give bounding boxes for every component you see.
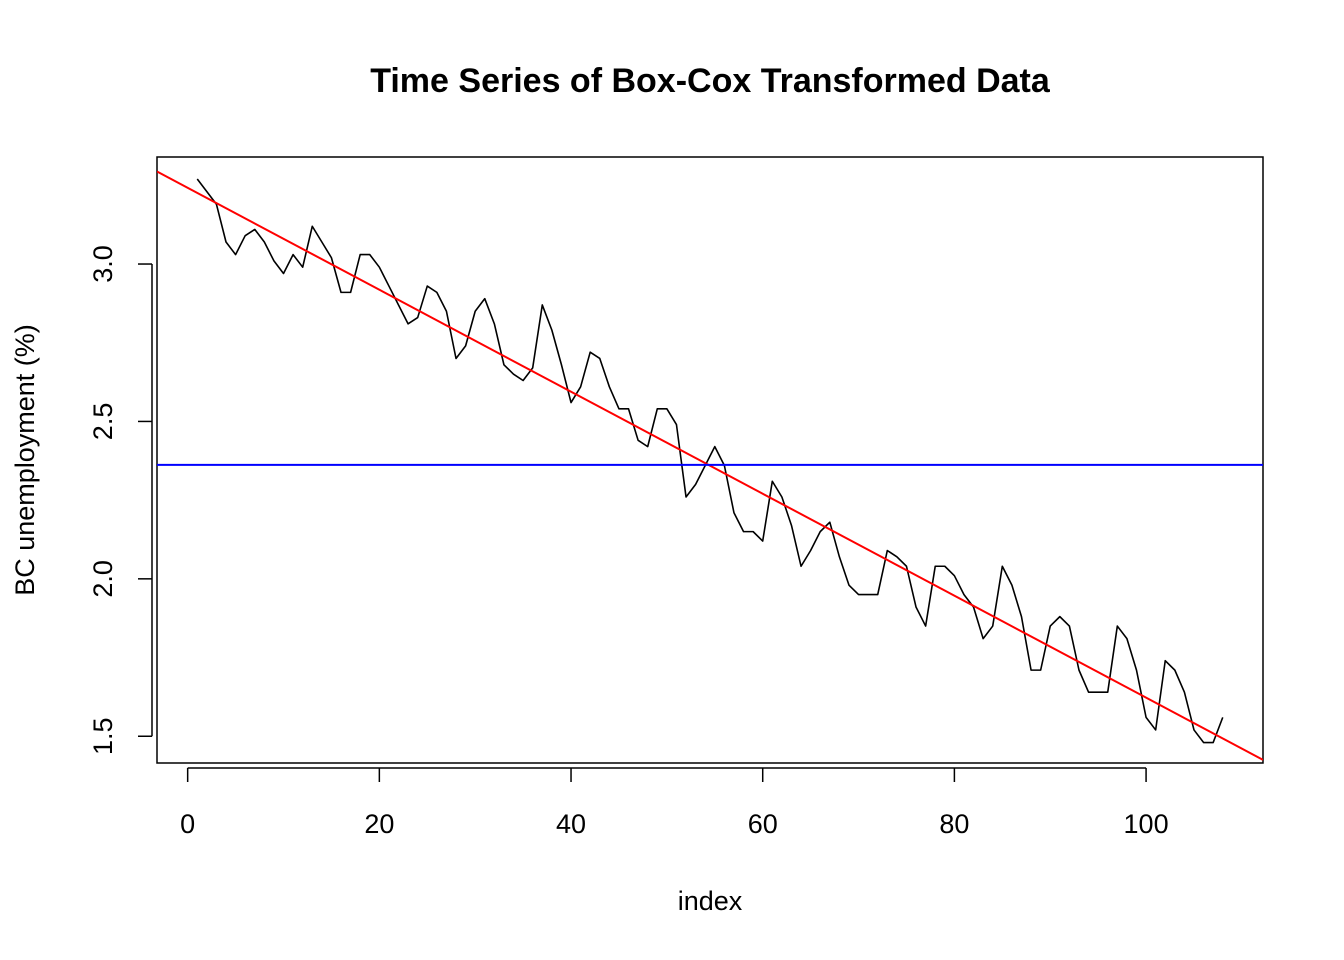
x-tick-label: 80 — [939, 809, 969, 839]
x-tick-label: 40 — [556, 809, 586, 839]
x-axis-label: index — [678, 886, 743, 916]
x-tick-label: 0 — [180, 809, 195, 839]
y-tick-label: 1.5 — [88, 717, 118, 755]
y-axis: 1.5 2.0 2.5 3.0 — [88, 245, 153, 755]
y-axis-label: BC unemployment (%) — [10, 324, 40, 596]
chart-title: Time Series of Box-Cox Transformed Data — [370, 62, 1051, 100]
y-tick-label: 3.0 — [88, 245, 118, 283]
y-tick-label: 2.5 — [88, 403, 118, 441]
x-tick-label: 20 — [364, 809, 394, 839]
x-axis: 0 20 40 60 80 100 — [180, 767, 1169, 839]
y-tick-label: 2.0 — [88, 560, 118, 598]
x-tick-label: 100 — [1124, 809, 1169, 839]
series-line-data — [196, 178, 1224, 744]
series-layer — [157, 170, 1263, 761]
plot-frame — [156, 156, 1264, 764]
x-tick-label: 60 — [748, 809, 778, 839]
